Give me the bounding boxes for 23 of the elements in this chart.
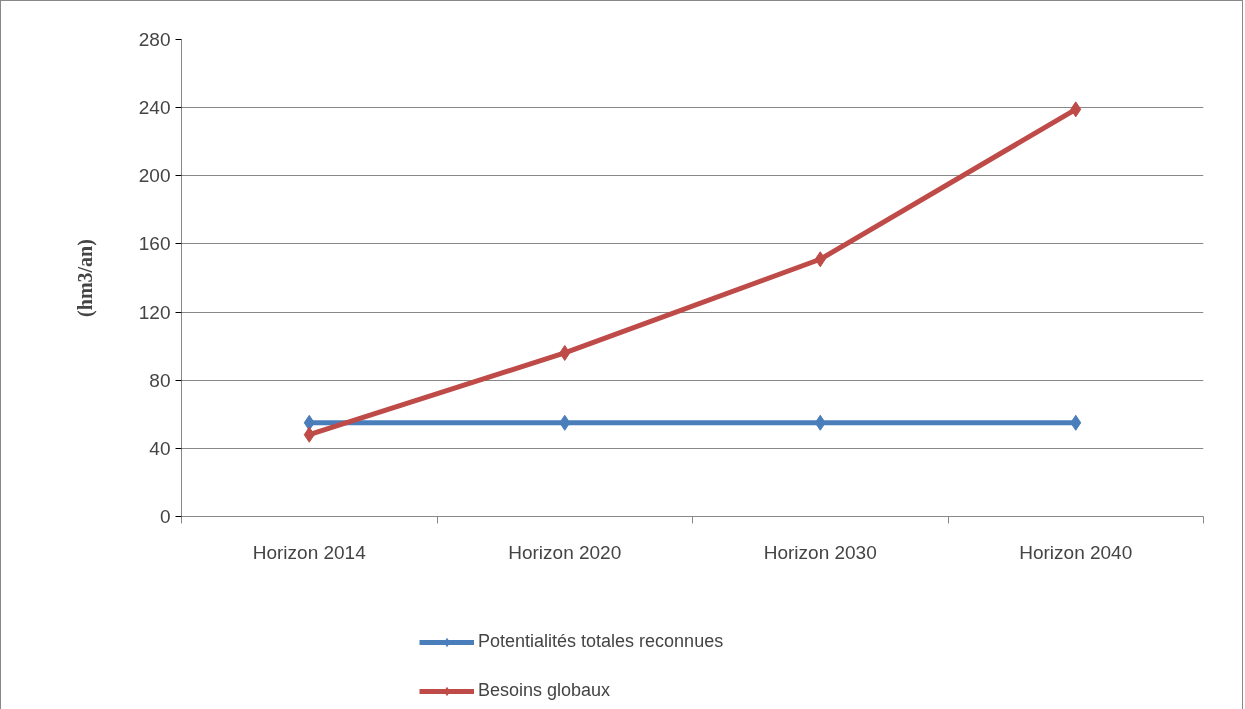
point [559,414,571,431]
point [303,426,315,443]
y-tick-label: 40 [149,437,171,459]
point [303,414,315,431]
point [814,251,826,268]
y-tick-label: 80 [149,369,171,391]
point [559,344,571,361]
x-tick-label: Horizon 2014 [252,541,367,563]
y-tick-label: 240 [138,97,171,119]
legend-label: Potentialités totales reconnues [478,631,724,652]
x-tick-label: Horizon 2040 [1019,541,1133,563]
y-tick-label: 280 [138,29,171,50]
point [814,414,826,431]
y-tick-label: 120 [138,301,171,323]
x-tick-label: Horizon 2030 [763,541,877,563]
point [1070,414,1082,431]
y-axis-title: (hm3/an) [73,239,97,317]
legend-label: Besoins globaux [478,680,611,701]
y-tick-label: 200 [138,165,171,187]
y-tick-label: 0 [159,506,171,527]
x-tick-label: Horizon 2020 [508,541,622,563]
y-tick-label: 160 [138,233,171,255]
point [1070,101,1082,118]
